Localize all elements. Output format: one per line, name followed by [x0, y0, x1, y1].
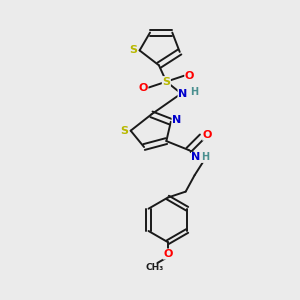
- Text: H: H: [190, 87, 199, 97]
- Text: O: O: [203, 130, 212, 140]
- Text: O: O: [185, 71, 194, 81]
- Text: S: S: [120, 126, 128, 136]
- Text: N: N: [172, 115, 182, 125]
- Text: S: S: [162, 76, 170, 87]
- Text: S: S: [129, 45, 137, 56]
- Text: H: H: [202, 152, 210, 162]
- Text: CH₃: CH₃: [146, 263, 164, 272]
- Text: N: N: [178, 88, 187, 98]
- Text: N: N: [191, 152, 201, 162]
- Text: O: O: [163, 249, 172, 259]
- Text: O: O: [139, 82, 148, 93]
